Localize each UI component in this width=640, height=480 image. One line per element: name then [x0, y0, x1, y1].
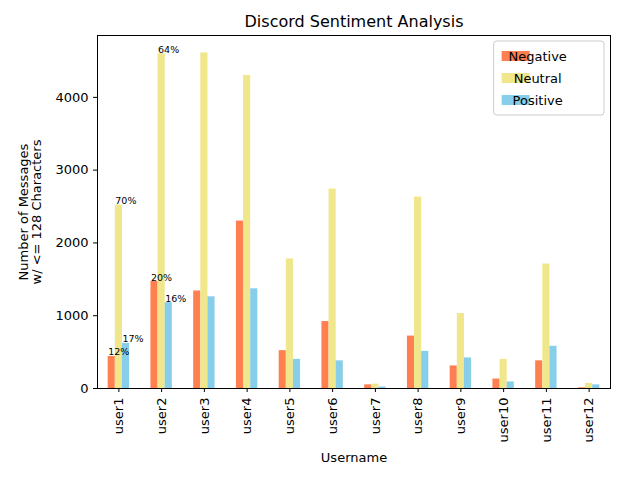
svg-text:user12: user12 — [581, 398, 596, 443]
svg-text:Number of Messagesw/ <= 128 Ch: Number of Messagesw/ <= 128 Characters — [16, 139, 44, 284]
svg-text:user3: user3 — [197, 398, 212, 435]
svg-text:3000: 3000 — [55, 162, 88, 177]
svg-text:user11: user11 — [539, 398, 554, 443]
svg-text:Positive: Positive — [513, 93, 563, 108]
svg-text:user6: user6 — [325, 398, 340, 435]
svg-text:Negative: Negative — [508, 49, 566, 64]
svg-text:17%: 17% — [122, 333, 143, 344]
svg-text:20%: 20% — [151, 272, 172, 283]
svg-text:user10: user10 — [496, 398, 511, 443]
svg-text:user8: user8 — [410, 398, 425, 435]
svg-text:4000: 4000 — [55, 90, 88, 105]
svg-text:user5: user5 — [282, 398, 297, 435]
svg-text:16%: 16% — [165, 293, 186, 304]
svg-text:user9: user9 — [453, 398, 468, 435]
svg-text:70%: 70% — [115, 195, 136, 206]
svg-text:12%: 12% — [108, 346, 129, 357]
svg-text:1000: 1000 — [55, 308, 88, 323]
svg-text:Neutral: Neutral — [514, 71, 562, 86]
svg-text:user1: user1 — [111, 398, 126, 435]
svg-text:user4: user4 — [239, 398, 254, 435]
svg-text:user7: user7 — [368, 398, 383, 435]
svg-text:Discord Sentiment Analysis: Discord Sentiment Analysis — [245, 12, 464, 31]
svg-text:64%: 64% — [158, 44, 179, 55]
svg-text:user2: user2 — [154, 398, 169, 435]
svg-text:Username: Username — [321, 450, 387, 465]
svg-text:2000: 2000 — [55, 235, 88, 250]
svg-text:0: 0 — [80, 381, 88, 396]
